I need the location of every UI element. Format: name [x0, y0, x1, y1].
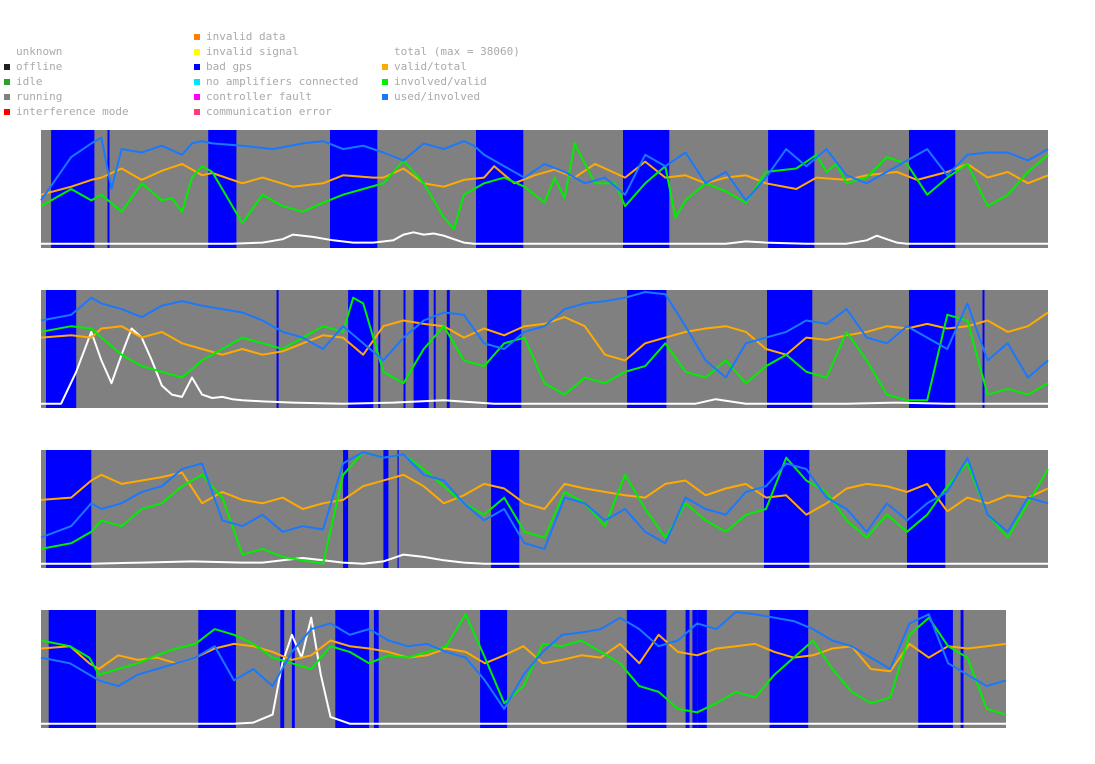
- legend-label: used/involved: [394, 90, 481, 103]
- bad-gps-block: [330, 130, 378, 248]
- legend-swatch: [4, 63, 10, 70]
- legend-swatch: [194, 48, 200, 55]
- bad-gps-block: [46, 290, 77, 408]
- legend-swatch: [382, 78, 388, 85]
- legend-item: invalid signal: [194, 44, 358, 59]
- bad-gps-block: [413, 290, 429, 408]
- legend-item: bad gps: [194, 59, 358, 74]
- legend-item: running: [4, 89, 129, 104]
- legend-item: invalid data: [194, 29, 358, 44]
- series-line-valid-total: [40, 160, 1049, 196]
- bad-gps-block: [403, 290, 406, 408]
- legend-item: no amplifiers connected: [194, 74, 358, 89]
- legend-item: idle: [4, 74, 129, 89]
- panel-2: [40, 290, 1049, 408]
- series-line-used-involved: [40, 451, 1049, 550]
- legend-swatch: [4, 93, 10, 100]
- bad-gps-block: [276, 290, 279, 408]
- panel-4: [40, 610, 1007, 728]
- bad-gps-block: [623, 130, 670, 248]
- legend-swatch: [194, 33, 200, 40]
- legend-label: invalid signal: [206, 45, 299, 58]
- running-background: [41, 610, 1006, 728]
- bad-gps-block: [46, 450, 92, 568]
- series-line-involved-valid: [40, 142, 1049, 230]
- bad-gps-block: [433, 290, 436, 408]
- series-line-valid-total: [40, 471, 1049, 516]
- bad-gps-block: [769, 610, 809, 728]
- legend-item: used/involved: [382, 89, 520, 104]
- bad-gps-block: [397, 450, 399, 568]
- legend-swatch: [194, 78, 200, 85]
- legend-item: interference mode: [4, 104, 129, 119]
- bad-gps-block: [291, 610, 295, 728]
- bad-gps-block: [692, 610, 698, 728]
- legend-label: no amplifiers connected: [206, 75, 359, 88]
- series-line-valid-total: [40, 311, 1049, 362]
- bad-gps-block: [626, 610, 667, 728]
- legend-label: total (max = 38060): [394, 45, 520, 58]
- bad-gps-block: [685, 610, 690, 728]
- series-line-total: [41, 231, 1048, 245]
- bad-gps-block: [476, 130, 524, 248]
- panel-3: [40, 450, 1049, 568]
- legend-swatch: [382, 63, 388, 70]
- bad-gps-block: [343, 450, 349, 568]
- legend-swatch: [194, 93, 200, 100]
- legend-item: offline: [4, 59, 129, 74]
- legend-label: valid/total: [394, 60, 467, 73]
- bad-gps-block: [446, 290, 450, 408]
- legend-item: involved/valid: [382, 74, 520, 89]
- bad-gps-block: [767, 290, 813, 408]
- bad-gps-block: [335, 610, 370, 728]
- legend-swatch: [382, 93, 388, 100]
- bad-gps-block: [960, 610, 964, 728]
- legend-swatch: [194, 108, 200, 115]
- legend-swatch: [4, 78, 10, 85]
- legend-label: controller fault: [206, 90, 312, 103]
- series-line-used-involved: [40, 291, 1049, 379]
- series-line-used-involved: [40, 611, 1007, 710]
- legend-label: invalid data: [206, 30, 286, 43]
- legend-swatch: [4, 108, 10, 115]
- legend-error-column: invalid data invalid signal bad gps no ampl…: [194, 29, 358, 119]
- legend-label: running: [16, 90, 63, 103]
- bad-gps-block: [697, 610, 707, 728]
- bad-gps-block: [198, 610, 236, 728]
- running-background: [41, 130, 1048, 248]
- series-line-involved-valid: [40, 296, 1049, 402]
- legend-item: controller fault: [194, 89, 358, 104]
- panel-1: [40, 130, 1049, 248]
- bad-gps-block: [383, 450, 389, 568]
- legend-series-column: total (max = 38060) valid/total involved/v…: [382, 44, 520, 104]
- bad-gps-block: [480, 610, 508, 728]
- series-line-involved-valid: [40, 613, 1007, 716]
- legend-status-column: unknown offline idle running interference mo…: [4, 44, 129, 119]
- series-line-used-involved: [40, 136, 1049, 202]
- legend-item: total (max = 38060): [382, 44, 520, 59]
- legend-label: idle: [16, 75, 43, 88]
- bad-gps-block: [48, 610, 96, 728]
- bad-gps-block: [107, 130, 110, 248]
- legend-label: communication error: [206, 105, 332, 118]
- legend-item: unknown: [4, 44, 129, 59]
- bad-gps-block: [907, 450, 946, 568]
- legend-item: valid/total: [382, 59, 520, 74]
- series-line-total: [41, 616, 1006, 725]
- bad-gps-block: [378, 290, 381, 408]
- legend-label: involved/valid: [394, 75, 487, 88]
- running-background: [41, 290, 1048, 408]
- legend-label: interference mode: [16, 105, 129, 118]
- legend-swatch: [194, 63, 200, 70]
- legend-label: unknown: [16, 45, 63, 58]
- legend-label: bad gps: [206, 60, 253, 73]
- bad-gps-block: [909, 130, 956, 248]
- legend-label: offline: [16, 60, 63, 73]
- bad-gps-block: [373, 610, 379, 728]
- legend-item: communication error: [194, 104, 358, 119]
- series-line-total: [41, 553, 1048, 565]
